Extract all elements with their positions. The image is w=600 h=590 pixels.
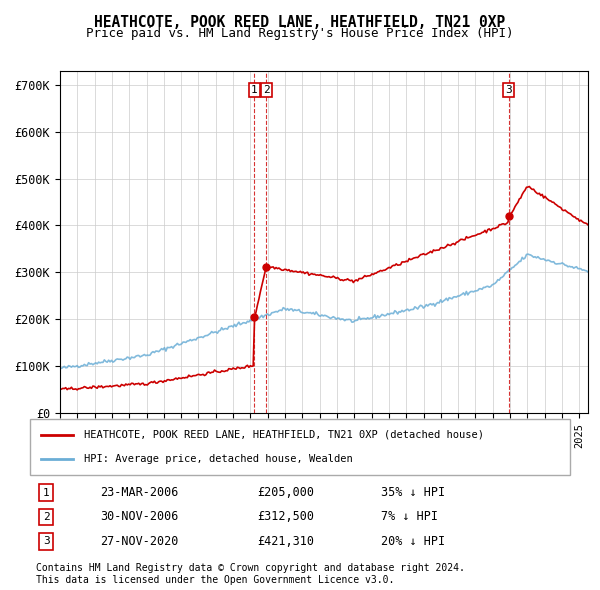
Text: 7% ↓ HPI: 7% ↓ HPI <box>381 510 438 523</box>
Text: Price paid vs. HM Land Registry's House Price Index (HPI): Price paid vs. HM Land Registry's House … <box>86 27 514 40</box>
Text: £312,500: £312,500 <box>257 510 314 523</box>
Text: £421,310: £421,310 <box>257 535 314 548</box>
FancyBboxPatch shape <box>30 419 570 475</box>
Text: 23-MAR-2006: 23-MAR-2006 <box>100 486 179 499</box>
Text: HEATHCOTE, POOK REED LANE, HEATHFIELD, TN21 0XP (detached house): HEATHCOTE, POOK REED LANE, HEATHFIELD, T… <box>84 430 484 440</box>
Text: 20% ↓ HPI: 20% ↓ HPI <box>381 535 445 548</box>
Text: 1: 1 <box>251 85 258 95</box>
Text: 35% ↓ HPI: 35% ↓ HPI <box>381 486 445 499</box>
Text: HPI: Average price, detached house, Wealden: HPI: Average price, detached house, Weal… <box>84 454 353 464</box>
Text: 2: 2 <box>43 512 50 522</box>
Text: £205,000: £205,000 <box>257 486 314 499</box>
Text: 30-NOV-2006: 30-NOV-2006 <box>100 510 179 523</box>
Text: 1: 1 <box>43 488 50 497</box>
Text: 2: 2 <box>263 85 270 95</box>
Text: Contains HM Land Registry data © Crown copyright and database right 2024.: Contains HM Land Registry data © Crown c… <box>36 563 465 573</box>
Text: 27-NOV-2020: 27-NOV-2020 <box>100 535 179 548</box>
Text: This data is licensed under the Open Government Licence v3.0.: This data is licensed under the Open Gov… <box>36 575 394 585</box>
Text: 3: 3 <box>505 85 512 95</box>
Text: 3: 3 <box>43 536 50 546</box>
Text: HEATHCOTE, POOK REED LANE, HEATHFIELD, TN21 0XP: HEATHCOTE, POOK REED LANE, HEATHFIELD, T… <box>94 15 506 30</box>
